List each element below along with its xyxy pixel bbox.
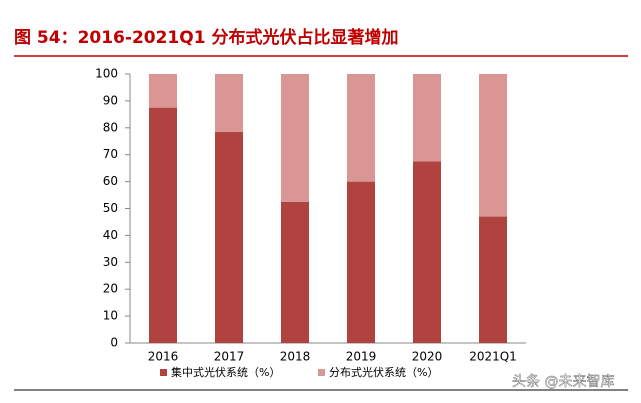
watermark: 头条 @未来智库 xyxy=(512,373,614,390)
bar-segment xyxy=(479,74,507,217)
bar-segment xyxy=(413,161,441,343)
y-tick-label: 80 xyxy=(103,120,118,134)
y-tick-label: 20 xyxy=(103,282,118,296)
legend-swatch xyxy=(318,369,325,376)
x-tick-label: 2019 xyxy=(346,350,377,364)
legend-swatch xyxy=(160,369,167,376)
bar-segment xyxy=(215,74,243,132)
bar-segment xyxy=(281,201,309,343)
x-tick-label: 2020 xyxy=(412,350,443,364)
bar-segment xyxy=(215,131,243,343)
legend-label: 分布式光伏系统（%） xyxy=(329,365,438,379)
bar-segment xyxy=(347,181,375,343)
y-tick-label: 100 xyxy=(95,67,118,81)
x-tick-label: 2016 xyxy=(148,350,179,364)
chart-title: 图 54：2016-2021Q1 分布式光伏占比显著增加 xyxy=(14,27,398,48)
y-tick-label: 30 xyxy=(103,255,118,269)
x-tick-label: 2017 xyxy=(214,350,245,364)
bar-segment xyxy=(149,74,177,108)
bar-segment xyxy=(479,216,507,343)
bar-segment xyxy=(149,107,177,343)
legend-label: 集中式光伏系统（%） xyxy=(171,365,280,379)
bar-segment xyxy=(413,74,441,162)
y-tick-label: 40 xyxy=(103,228,118,242)
bar-segment xyxy=(347,74,375,182)
y-tick-label: 90 xyxy=(103,93,118,107)
x-tick-label: 2021Q1 xyxy=(469,350,517,364)
y-tick-label: 0 xyxy=(110,336,118,350)
y-tick-label: 70 xyxy=(103,147,118,161)
y-tick-label: 60 xyxy=(103,174,118,188)
bar-segment xyxy=(281,74,309,202)
y-tick-label: 10 xyxy=(103,309,118,323)
y-tick-label: 50 xyxy=(103,201,118,215)
x-tick-label: 2018 xyxy=(280,350,311,364)
